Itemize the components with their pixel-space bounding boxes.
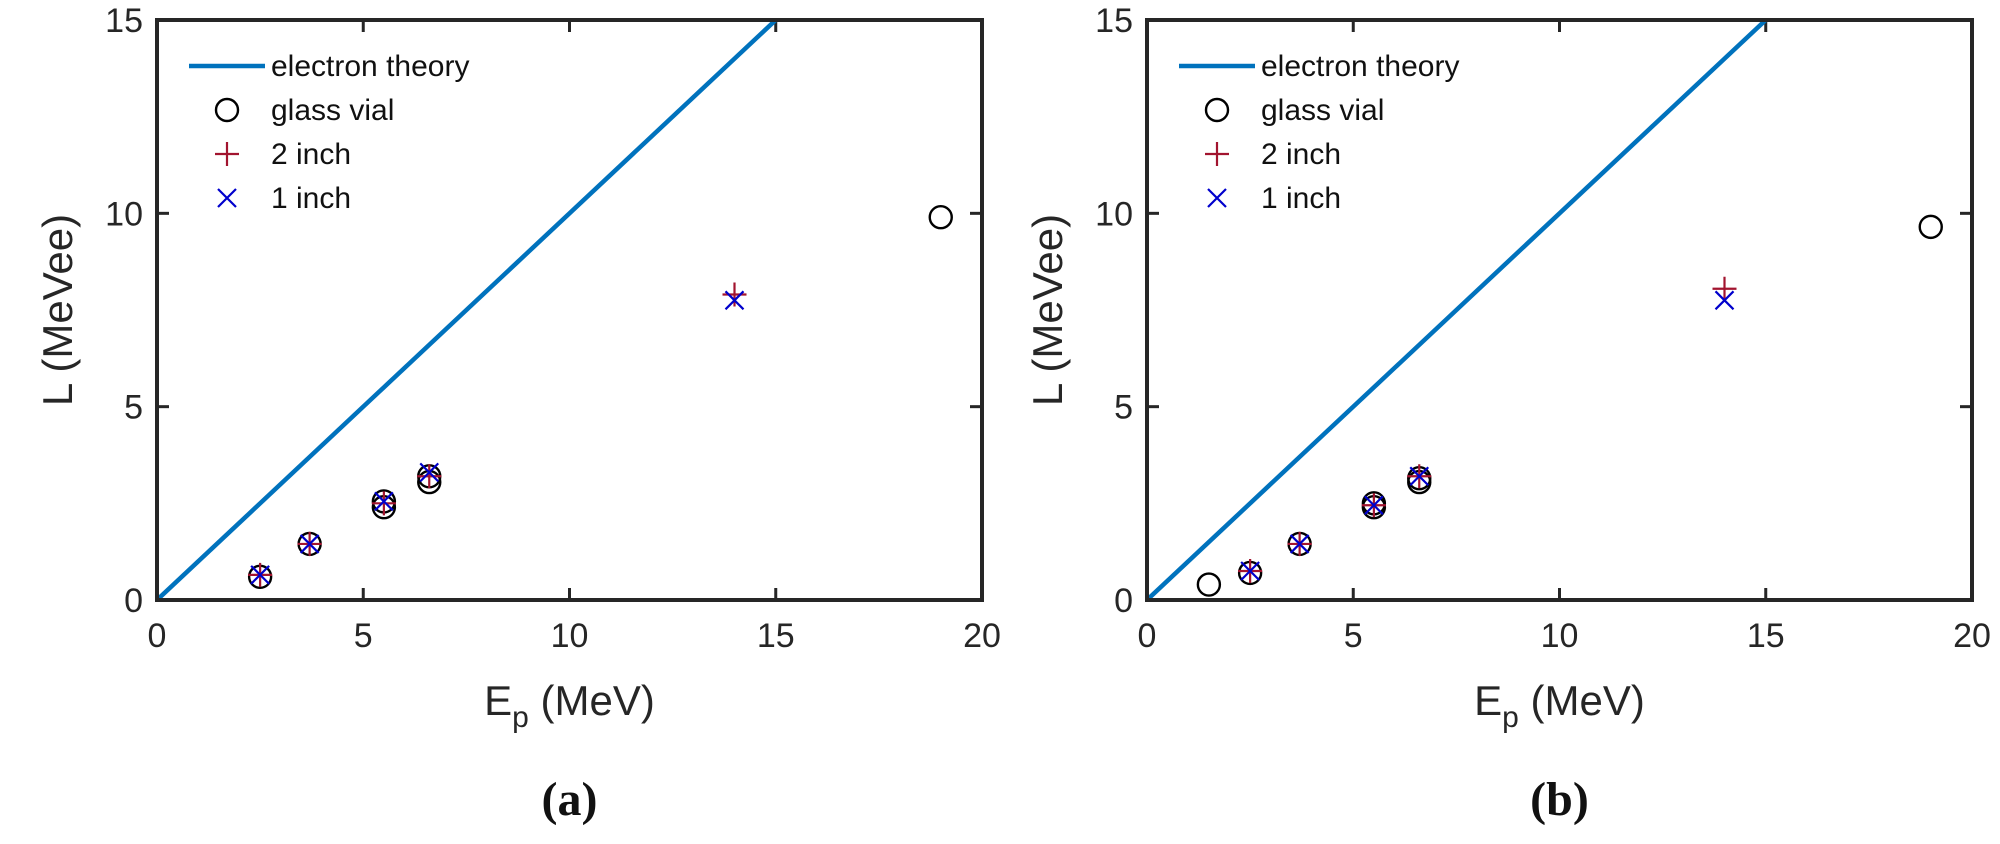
x-axis-label-main: E [484, 677, 512, 724]
legend-swatch-1-inch [1207, 188, 1227, 208]
point-2-inch [371, 491, 396, 516]
y-tick-label: 15 [105, 2, 143, 40]
x-axis-label-subscript: p [512, 701, 529, 734]
point-1-inch [1240, 561, 1260, 581]
legend-swatch-1-inch [217, 188, 237, 208]
legend-swatch-2-inch [215, 142, 239, 166]
point-2-inch [1712, 276, 1737, 301]
legend-label-1-inch: 1 inch [1261, 182, 1341, 215]
y-axis-label-a: L (MeVee) [34, 214, 81, 406]
point-1-inch [1714, 290, 1735, 311]
x-tick-label: 20 [1953, 617, 1991, 655]
y-tick-label: 10 [1095, 195, 1133, 233]
series-line-electron-theory [157, 20, 778, 600]
x-tick-label: 0 [148, 617, 167, 655]
legend-label-2-inch: 2 inch [1261, 138, 1341, 171]
legend-swatch-glass-vial [214, 97, 240, 123]
legend-label-electron-theory: electron theory [271, 50, 469, 83]
x-axis-label-subscript: p [1502, 701, 1519, 734]
x-tick-label: 10 [1541, 617, 1579, 655]
plot-area-a [157, 20, 982, 600]
x-tick-label: 15 [757, 617, 795, 655]
point-1-inch [374, 491, 394, 512]
legend-item-2-inch: 2 inch [1205, 138, 1341, 171]
panel-label-a: (a) [542, 773, 598, 826]
legend-label-glass-vial: glass vial [1261, 94, 1384, 127]
point-1-inch [419, 462, 440, 483]
plot-data-b [1147, 20, 1943, 600]
legend-item-1-inch: 1 inch [217, 182, 351, 215]
x-tick-label: 5 [1344, 617, 1363, 655]
point-2-inch [722, 282, 747, 307]
x-axis-label-unit: (MeV) [529, 677, 655, 724]
point-2-inch [417, 464, 442, 489]
legend-item-glass-vial: glass vial [214, 94, 394, 127]
panel-a: 0 5 10 15 20 0 5 10 15 electron theory glass vial 2… [34, 2, 1001, 826]
legend-item-electron-theory: electron theory [189, 50, 469, 83]
x-tick-label: 10 [551, 617, 589, 655]
panel-label-b: (b) [1530, 773, 1589, 826]
legend-item-1-inch: 1 inch [1207, 182, 1341, 215]
x-tick-label: 20 [963, 617, 1001, 655]
point-1-inch [1364, 495, 1384, 516]
legend-label-electron-theory: electron theory [1261, 50, 1459, 83]
plot-data-a [157, 20, 953, 600]
axes-frame-a [155, 18, 984, 602]
legend-label-1-inch: 1 inch [271, 182, 351, 215]
x-axis-label-b: Ep (MeV) [1474, 677, 1645, 734]
y-tick-label: 15 [1095, 2, 1133, 40]
legend-label-2-inch: 2 inch [271, 138, 351, 171]
legend-b: electron theory glass vial 2 inch 1 inch [1179, 50, 1459, 215]
legend-a: electron theory glass vial 2 inch 1 inch [189, 50, 469, 215]
plot-area-b [1147, 20, 1972, 600]
legend-item-glass-vial: glass vial [1204, 94, 1384, 127]
y-tick-label: 0 [1114, 582, 1133, 620]
point-1-inch [250, 565, 270, 585]
point-1-inch [1409, 466, 1430, 487]
y-tick-label: 10 [105, 195, 143, 233]
legend-item-electron-theory: electron theory [1179, 50, 1459, 83]
x-axis-label-unit: (MeV) [1519, 677, 1645, 724]
y-tick-label: 0 [124, 582, 143, 620]
legend-item-2-inch: 2 inch [215, 138, 351, 171]
point-glass-vial [1918, 214, 1943, 240]
legend-swatch-glass-vial [1204, 97, 1230, 123]
legend-label-glass-vial: glass vial [271, 94, 394, 127]
x-tick-label: 5 [354, 617, 373, 655]
panel-b: 0 5 10 15 20 0 5 10 15 electron theory glass vial 2… [1024, 2, 1991, 826]
point-glass-vial [928, 204, 953, 230]
axes-frame-b [1145, 18, 1974, 602]
point-1-inch [299, 534, 320, 554]
y-axis-label-b: L (MeVee) [1024, 214, 1071, 406]
point-glass-vial [1196, 572, 1222, 597]
x-axis-label-main: E [1474, 677, 1502, 724]
point-1-inch [724, 290, 745, 311]
x-tick-label: 0 [1138, 617, 1157, 655]
series-line-electron-theory [1147, 20, 1768, 600]
point-1-inch [1289, 534, 1310, 554]
x-tick-label: 15 [1747, 617, 1785, 655]
y-tick-label: 5 [1114, 389, 1133, 427]
x-axis-label-a: Ep (MeV) [484, 677, 655, 734]
y-tick-label: 5 [124, 389, 143, 427]
legend-swatch-2-inch [1205, 142, 1229, 166]
